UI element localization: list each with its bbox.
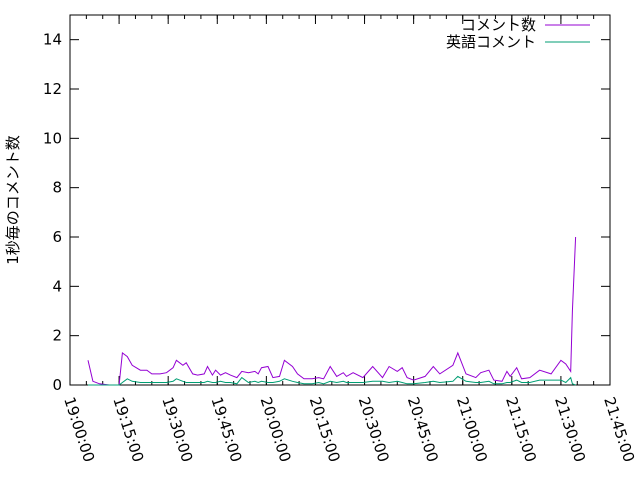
x-tick-label: 21:00:00 xyxy=(453,395,491,465)
x-tick-label: 19:15:00 xyxy=(109,395,147,465)
y-axis-label: 1秒毎のコメント数 xyxy=(4,135,22,265)
ticks: 0 2 4 6 8 10 12 14 19:00:00 19:15:00 19:30:00 19:45… xyxy=(43,15,638,464)
x-tick-label: 19:45:00 xyxy=(207,395,245,465)
y-tick-label: 6 xyxy=(52,228,62,246)
legend-label-1: 英語コメント xyxy=(446,33,536,51)
x-tick-label: 20:30:00 xyxy=(355,395,393,465)
series-lines xyxy=(87,236,577,386)
legend: コメント数 英語コメント xyxy=(446,16,590,51)
x-tick-label: 20:45:00 xyxy=(404,395,442,465)
y-tick-label: 12 xyxy=(43,80,62,98)
x-tick-label: 21:15:00 xyxy=(502,395,540,465)
series-line-1 xyxy=(88,375,576,386)
series-line-0 xyxy=(87,236,577,386)
x-tick-label: 21:45:00 xyxy=(600,395,638,465)
y-tick-label: 4 xyxy=(52,277,62,295)
legend-label-0: コメント数 xyxy=(461,16,536,34)
y-tick-label: 2 xyxy=(52,327,62,345)
x-tick-label: 20:15:00 xyxy=(306,395,344,465)
x-tick-label: 20:00:00 xyxy=(257,395,295,465)
x-tick-label: 21:30:00 xyxy=(551,395,589,465)
y-tick-label: 14 xyxy=(43,31,62,49)
x-tick-label: 19:00:00 xyxy=(60,395,98,465)
y-tick-label: 0 xyxy=(52,376,62,394)
y-tick-label: 8 xyxy=(52,179,62,197)
x-tick-label: 19:30:00 xyxy=(158,395,196,465)
y-tick-label: 10 xyxy=(43,129,62,147)
plot-frame xyxy=(69,14,611,386)
